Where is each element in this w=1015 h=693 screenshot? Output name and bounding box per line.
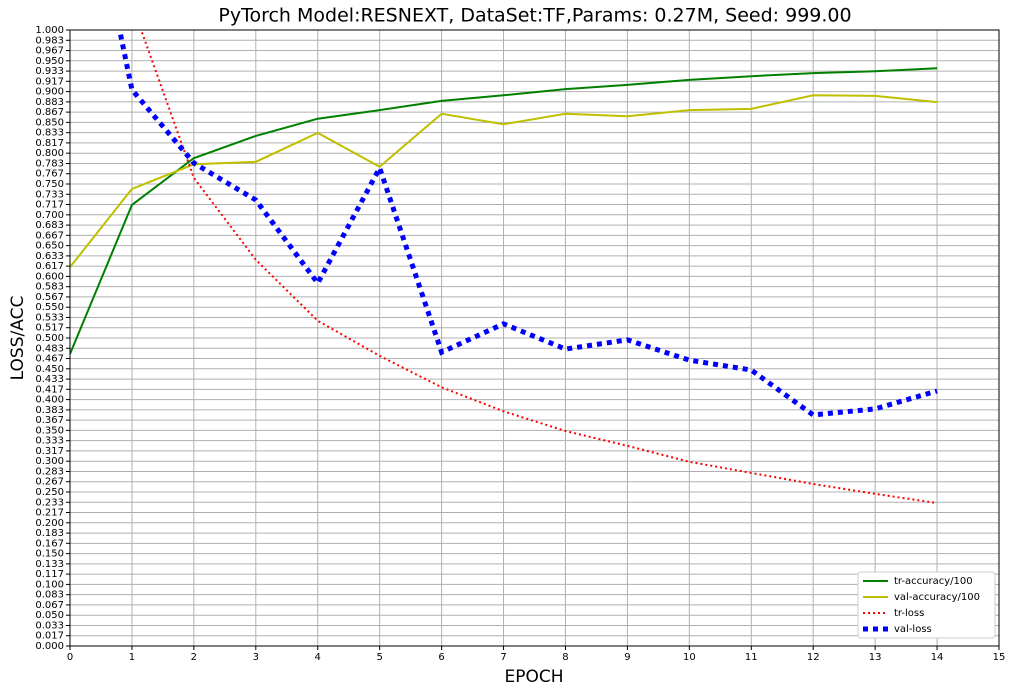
- y-tick-label: 0.450: [35, 364, 64, 375]
- y-tick-label: 0.583: [35, 282, 64, 293]
- y-tick-label: 0.633: [35, 251, 64, 262]
- legend-label: tr-accuracy/100: [894, 576, 973, 587]
- x-tick-label: 11: [745, 652, 758, 663]
- y-tick-label: 0.383: [35, 405, 64, 416]
- x-tick-label: 0: [67, 652, 73, 663]
- x-axis-label: EPOCH: [504, 667, 563, 687]
- y-tick-label: 0.333: [35, 436, 64, 447]
- y-tick-label: 0.833: [35, 128, 64, 139]
- y-tick-label: 0.083: [35, 590, 64, 601]
- y-tick-label: 0.000: [35, 641, 64, 652]
- x-tick-label: 14: [931, 652, 944, 663]
- series-line: [70, 67, 938, 355]
- y-tick-label: 0.183: [35, 528, 64, 539]
- y-tick-label: 0.783: [35, 158, 64, 169]
- x-tick-label: 9: [624, 652, 630, 663]
- legend-label: val-accuracy/100: [894, 592, 980, 603]
- x-tick-label: 13: [869, 652, 882, 663]
- y-tick-label: 0.733: [35, 189, 64, 200]
- y-tick-label: 0.883: [35, 97, 64, 108]
- y-tick-label: 0.933: [35, 66, 64, 77]
- y-tick-label: 0.367: [35, 415, 64, 426]
- series-line: [70, 94, 938, 268]
- y-tick-label: 1.000: [35, 25, 64, 36]
- y-tick-label: 0.517: [35, 323, 64, 334]
- x-tick-label: 3: [253, 652, 259, 663]
- y-tick-label: 0.950: [35, 56, 64, 67]
- chart-title: PyTorch Model:RESNEXT, DataSet:TF,Params…: [218, 5, 851, 27]
- series-line: [117, 30, 938, 418]
- legend-label: val-loss: [894, 624, 932, 635]
- y-tick-label: 0.567: [35, 292, 64, 303]
- x-tick-label: 6: [438, 652, 444, 663]
- y-tick-label: 0.650: [35, 241, 64, 252]
- y-tick-label: 0.983: [35, 35, 64, 46]
- plot-frame: [69, 29, 1000, 647]
- y-tick-label: 0.283: [35, 466, 64, 477]
- y-tick-label: 0.600: [35, 271, 64, 282]
- y-tick-label: 0.233: [35, 497, 64, 508]
- x-tick-label: 1: [129, 652, 135, 663]
- y-tick-label: 0.750: [35, 179, 64, 190]
- y-tick-label: 0.467: [35, 354, 64, 365]
- y-tick-label: 0.800: [35, 148, 64, 159]
- y-tick-label: 0.667: [35, 230, 64, 241]
- y-tick-label: 0.533: [35, 312, 64, 323]
- y-tick-label: 0.400: [35, 395, 64, 406]
- y-tick-label: 0.433: [35, 374, 64, 385]
- legend-box: [857, 571, 996, 639]
- y-tick-label: 0.267: [35, 477, 64, 488]
- y-tick-label: 0.700: [35, 210, 64, 221]
- y-tick-label: 0.417: [35, 384, 64, 395]
- x-tick-label: 7: [500, 652, 506, 663]
- y-tick-label: 0.717: [35, 200, 64, 211]
- y-tick-label: 0.017: [35, 631, 64, 642]
- y-tick-label: 0.050: [35, 610, 64, 621]
- y-tick-label: 0.917: [35, 76, 64, 87]
- y-tick-label: 0.250: [35, 487, 64, 498]
- y-tick-label: 0.317: [35, 446, 64, 457]
- x-tick-label: 15: [993, 652, 1006, 663]
- y-tick-label: 0.217: [35, 508, 64, 519]
- y-tick-label: 0.550: [35, 302, 64, 313]
- legend-label: tr-loss: [894, 608, 924, 619]
- y-tick-label: 0.867: [35, 107, 64, 118]
- y-tick-label: 0.850: [35, 117, 64, 128]
- y-tick-label: 0.100: [35, 579, 64, 590]
- x-tick-label: 2: [191, 652, 197, 663]
- y-tick-label: 0.067: [35, 600, 64, 611]
- y-tick-label: 0.967: [35, 46, 64, 57]
- y-tick-label: 0.167: [35, 538, 64, 549]
- x-tick-label: 8: [562, 652, 568, 663]
- y-tick-label: 0.817: [35, 138, 64, 149]
- x-tick-label: 5: [376, 652, 382, 663]
- y-tick-label: 0.617: [35, 261, 64, 272]
- y-tick-label: 0.483: [35, 343, 64, 354]
- x-tick-label: 4: [315, 652, 321, 663]
- y-axis-label: LOSS/ACC: [8, 296, 28, 381]
- y-tick-label: 0.900: [35, 87, 64, 98]
- y-tick-label: 0.133: [35, 559, 64, 570]
- y-tick-label: 0.300: [35, 456, 64, 467]
- x-tick-label: 10: [683, 652, 696, 663]
- y-tick-label: 0.350: [35, 425, 64, 436]
- y-tick-label: 0.150: [35, 549, 64, 560]
- y-tick-label: 0.200: [35, 518, 64, 529]
- series-line: [140, 30, 938, 505]
- y-tick-label: 0.500: [35, 333, 64, 344]
- y-tick-label: 0.033: [35, 620, 64, 631]
- y-tick-label: 0.767: [35, 169, 64, 180]
- y-tick-label: 0.683: [35, 220, 64, 231]
- x-tick-label: 12: [807, 652, 820, 663]
- y-tick-label: 0.117: [35, 569, 64, 580]
